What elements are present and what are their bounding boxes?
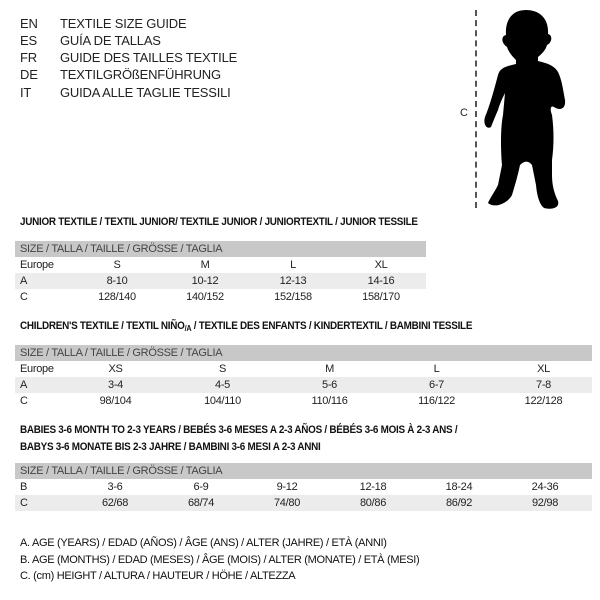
- height-measure-line: [475, 10, 477, 208]
- table-row: C 128/140 140/152 152/158 158/170: [20, 291, 400, 303]
- title-de: DE TEXTILGRÖßENFÜHRUNG: [20, 67, 221, 82]
- title-it: IT GUIDA ALLE TAGLIE TESSILI: [20, 85, 231, 100]
- child-silhouette-icon: [484, 10, 566, 209]
- table-header: SIZE / TALLA / TAILLE / GRÖSSE / TAGLIA: [15, 241, 426, 257]
- table-row: Europe S M L XL: [20, 259, 388, 271]
- babies-size-table: SIZE / TALLA / TAILLE / GRÖSSE / TAGLIA …: [15, 463, 592, 511]
- legend-b: B. AGE (MONTHS) / EDAD (MESES) / ÂGE (MO…: [20, 554, 420, 566]
- height-measure-label: C: [460, 107, 468, 119]
- legend-a: A. AGE (YEARS) / EDAD (AÑOS) / ÂGE (ANS)…: [20, 537, 387, 549]
- table-row: A 8-10 10-12 12-13 14-16: [15, 273, 426, 289]
- legend-c: C. (cm) HEIGHT / ALTURA / HAUTEUR / HÖHE…: [20, 570, 296, 582]
- babies-section-title-line2: BABYS 3-6 MONATE BIS 2-3 JAHRE / BAMBINI…: [20, 441, 321, 453]
- table-header: SIZE / TALLA / TAILLE / GRÖSSE / TAGLIA: [15, 345, 592, 361]
- table-row: Europe XS S M L XL: [20, 363, 550, 375]
- children-size-table: SIZE / TALLA / TAILLE / GRÖSSE / TAGLIA …: [15, 345, 592, 409]
- table-row: B 3-6 6-9 9-12 12-18 18-24 24-36: [20, 481, 559, 493]
- table-row: A 3-4 4-5 5-6 6-7 7-8: [15, 377, 592, 393]
- babies-section-title-line1: BABIES 3-6 MONTH TO 2-3 YEARS / BEBÉS 3-…: [20, 424, 458, 436]
- table-header: SIZE / TALLA / TAILLE / GRÖSSE / TAGLIA: [15, 463, 592, 479]
- table-row: C 62/68 68/74 74/80 80/86 86/92 92/98: [15, 495, 592, 511]
- table-row: C 98/104 104/110 110/116 116/122 122/128: [20, 395, 563, 407]
- title-es: ES GUÍA DE TALLAS: [20, 33, 161, 48]
- junior-section-title: JUNIOR TEXTILE / TEXTIL JUNIOR/ TEXTILE …: [20, 216, 418, 228]
- children-section-title: CHILDREN'S TEXTILE / TEXTIL NIÑO/A / TEX…: [20, 320, 473, 333]
- title-fr: FR GUIDE DES TAILLES TEXTILE: [20, 50, 238, 65]
- title-en: EN TEXTILE SIZE GUIDE: [20, 16, 187, 31]
- junior-size-table: SIZE / TALLA / TAILLE / GRÖSSE / TAGLIA …: [15, 241, 426, 305]
